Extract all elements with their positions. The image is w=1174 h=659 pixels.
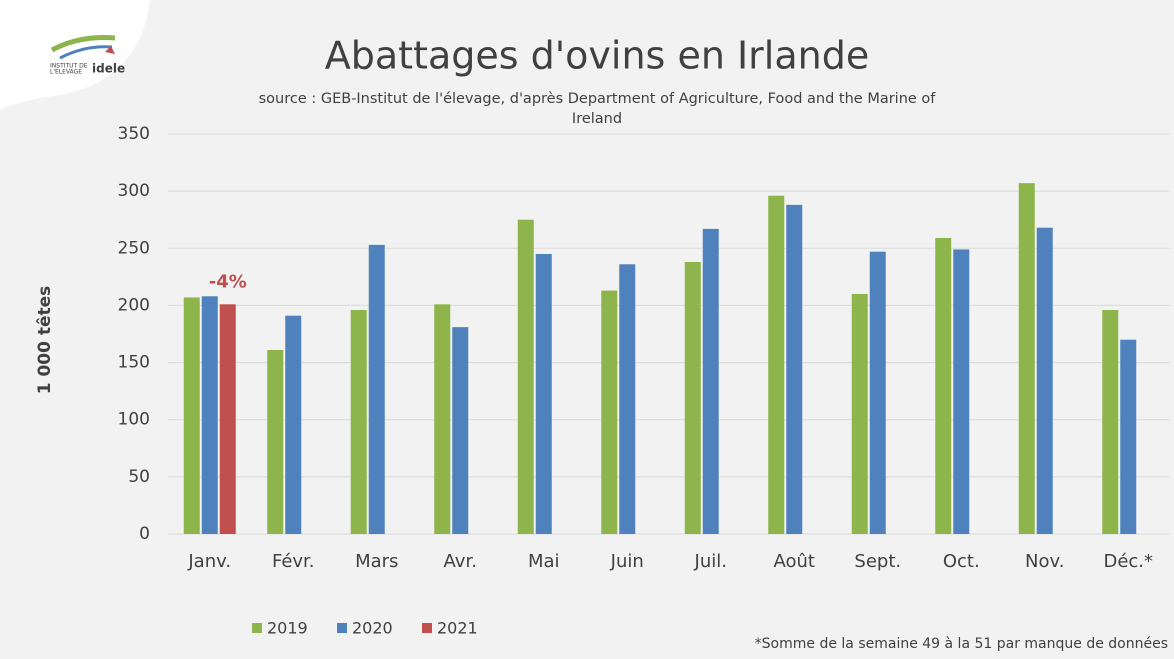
- y-tick-label: 250: [118, 238, 150, 258]
- y-tick-label: 300: [118, 181, 150, 201]
- bar: [285, 315, 302, 534]
- chart-title: Abattages d'ovins en Irlande: [325, 34, 870, 78]
- bar: [601, 290, 618, 534]
- bar: [517, 219, 534, 534]
- x-tick-label: Mai: [528, 551, 560, 572]
- bar: [619, 264, 636, 534]
- bar: [368, 244, 385, 534]
- y-tick-label: 350: [118, 124, 150, 144]
- legend-label: 2019: [267, 619, 308, 638]
- legend-label: 2020: [352, 619, 393, 638]
- logo-swoosh: [50, 35, 116, 53]
- bar: [183, 297, 200, 534]
- bar: [786, 204, 803, 534]
- bar: [684, 262, 701, 534]
- y-tick-label: 50: [128, 467, 150, 487]
- logo-swoosh: [59, 45, 113, 60]
- x-tick-label: Avr.: [444, 551, 477, 572]
- x-tick-label: Janv.: [187, 551, 231, 572]
- x-tick-label: Juil.: [694, 551, 727, 572]
- bar: [768, 195, 785, 534]
- y-axis-label: 1 000 têtes: [35, 286, 55, 395]
- bar: [869, 251, 886, 534]
- footnote: *Somme de la semaine 49 à la 51 par manq…: [755, 636, 1168, 652]
- logo-brand: idele: [92, 62, 125, 76]
- logo-text: L'ÉLEVAGE: [50, 68, 82, 76]
- x-tick-label: Juin: [610, 551, 644, 572]
- bar: [434, 304, 451, 534]
- x-tick-label: Oct.: [943, 551, 980, 572]
- bar: [267, 350, 284, 534]
- legend-swatch: [337, 623, 347, 633]
- bar: [851, 294, 868, 534]
- y-tick-label: 0: [139, 524, 150, 544]
- bar: [1036, 227, 1053, 534]
- bar: [1018, 183, 1035, 534]
- bar: [219, 304, 236, 534]
- legend-swatch: [422, 623, 432, 633]
- bar: [953, 249, 970, 534]
- logo-mark: [105, 46, 115, 54]
- x-tick-label: Févr.: [272, 551, 315, 572]
- legend-swatch: [252, 623, 262, 633]
- bar: [702, 228, 719, 534]
- bar: [201, 296, 218, 534]
- logo-panel: [0, 0, 150, 110]
- x-tick-label: Déc.*: [1103, 551, 1153, 572]
- bar: [452, 327, 469, 534]
- bar: [350, 310, 367, 534]
- bar: [535, 254, 552, 534]
- x-tick-label: Nov.: [1025, 551, 1064, 572]
- chart-subtitle: Ireland: [572, 111, 622, 127]
- annotation: -4%: [209, 271, 247, 292]
- bar: [1102, 310, 1119, 534]
- bar: [1120, 339, 1137, 534]
- y-tick-label: 150: [118, 353, 150, 373]
- legend-label: 2021: [437, 619, 478, 638]
- x-tick-label: Mars: [355, 551, 398, 572]
- y-tick-label: 100: [118, 410, 150, 430]
- chart-subtitle: source : GEB-Institut de l'élevage, d'ap…: [259, 91, 937, 107]
- y-tick-label: 200: [118, 295, 150, 315]
- x-tick-label: Sept.: [854, 551, 901, 572]
- bar: [935, 238, 952, 534]
- logo-text: INSTITUT DE: [50, 63, 88, 70]
- x-tick-label: Août: [774, 551, 815, 572]
